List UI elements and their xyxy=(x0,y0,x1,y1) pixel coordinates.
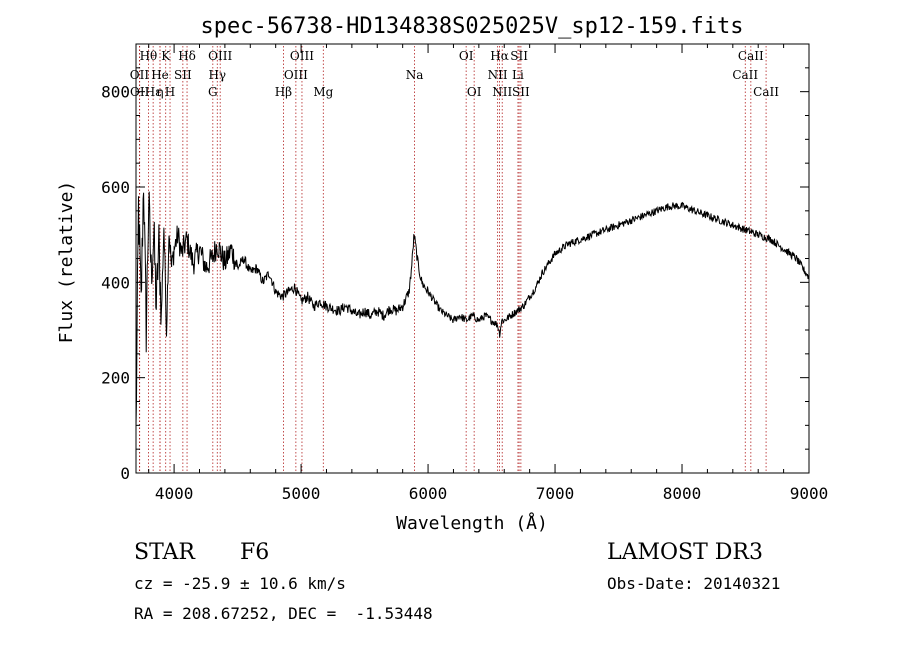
obs-date-text: Obs-Date: 20140321 xyxy=(607,574,781,593)
marker-label-oiii: OIII xyxy=(284,68,308,82)
y-axis: 0 200 400 600 800 xyxy=(101,67,809,483)
marker-label-hε: Hε xyxy=(145,85,162,99)
x-axis-label: Wavelength (Å) xyxy=(396,512,548,534)
x-tick-label: 7000 xyxy=(536,484,575,503)
marker-label-g: G xyxy=(208,85,218,99)
marker-label-mg: Mg xyxy=(313,85,333,99)
marker-label-caii: CaII xyxy=(738,49,764,63)
y-axis-label: Flux (relative) xyxy=(56,181,77,344)
marker-label-caii: CaII xyxy=(732,68,758,82)
marker-label-hβ: Hβ xyxy=(275,85,292,99)
x-tick-label: 9000 xyxy=(790,484,829,503)
marker-label-sii: SII xyxy=(510,49,528,63)
marker-label-sii: SII xyxy=(174,68,192,82)
marker-label-hδ: Hδ xyxy=(178,49,196,63)
marker-label-oi: OI xyxy=(467,85,482,99)
marker-label-sii: SII xyxy=(512,85,530,99)
x-tick-label: 6000 xyxy=(409,484,448,503)
marker-label-η: η xyxy=(156,85,163,99)
chart-title: spec-56738-HD134838S025025V_sp12-159.fit… xyxy=(200,14,743,39)
y-tick-label: 800 xyxy=(101,83,130,102)
marker-label-h: H xyxy=(165,85,175,99)
spectrum-line xyxy=(135,191,810,427)
marker-label-oiii: OIII xyxy=(208,49,232,63)
plot-frame xyxy=(135,43,810,474)
y-tick-label: 200 xyxy=(101,369,130,388)
marker-label-he: He xyxy=(151,68,169,82)
marker-label-nii: NII xyxy=(492,85,512,99)
marker-label-oiii: OIII xyxy=(290,49,314,63)
marker-label-caii: CaII xyxy=(753,85,779,99)
y-tick-label: 0 xyxy=(120,464,130,483)
coordinates-text: RA = 208.67252, DEC = -1.53448 xyxy=(134,604,433,623)
marker-label-hα: Hα xyxy=(490,49,509,63)
x-tick-label: 4000 xyxy=(155,484,194,503)
redshift-text: cz = -25.9 ± 10.6 km/s xyxy=(134,574,346,593)
x-tick-label: 8000 xyxy=(663,484,702,503)
marker-label-na: Na xyxy=(406,68,424,82)
survey-name: LAMOST DR3 xyxy=(607,540,763,565)
marker-label-k: K xyxy=(161,49,171,63)
marker-label-nii: NII xyxy=(488,68,508,82)
object-class: STAR xyxy=(134,540,195,565)
marker-label-hθ: Hθ xyxy=(140,49,158,63)
x-axis: 4000 5000 6000 7000 8000 9000 xyxy=(148,44,829,503)
marker-label-oi: OI xyxy=(459,49,474,63)
x-tick-label: 5000 xyxy=(282,484,321,503)
marker-label-oii: OII xyxy=(130,68,150,82)
marker-label-hγ: Hγ xyxy=(208,68,226,82)
y-tick-label: 400 xyxy=(101,273,130,292)
y-tick-label: 600 xyxy=(101,178,130,197)
marker-label-li: Li xyxy=(512,68,524,82)
spectral-line-markers xyxy=(139,46,767,472)
object-subclass: F6 xyxy=(240,540,270,565)
